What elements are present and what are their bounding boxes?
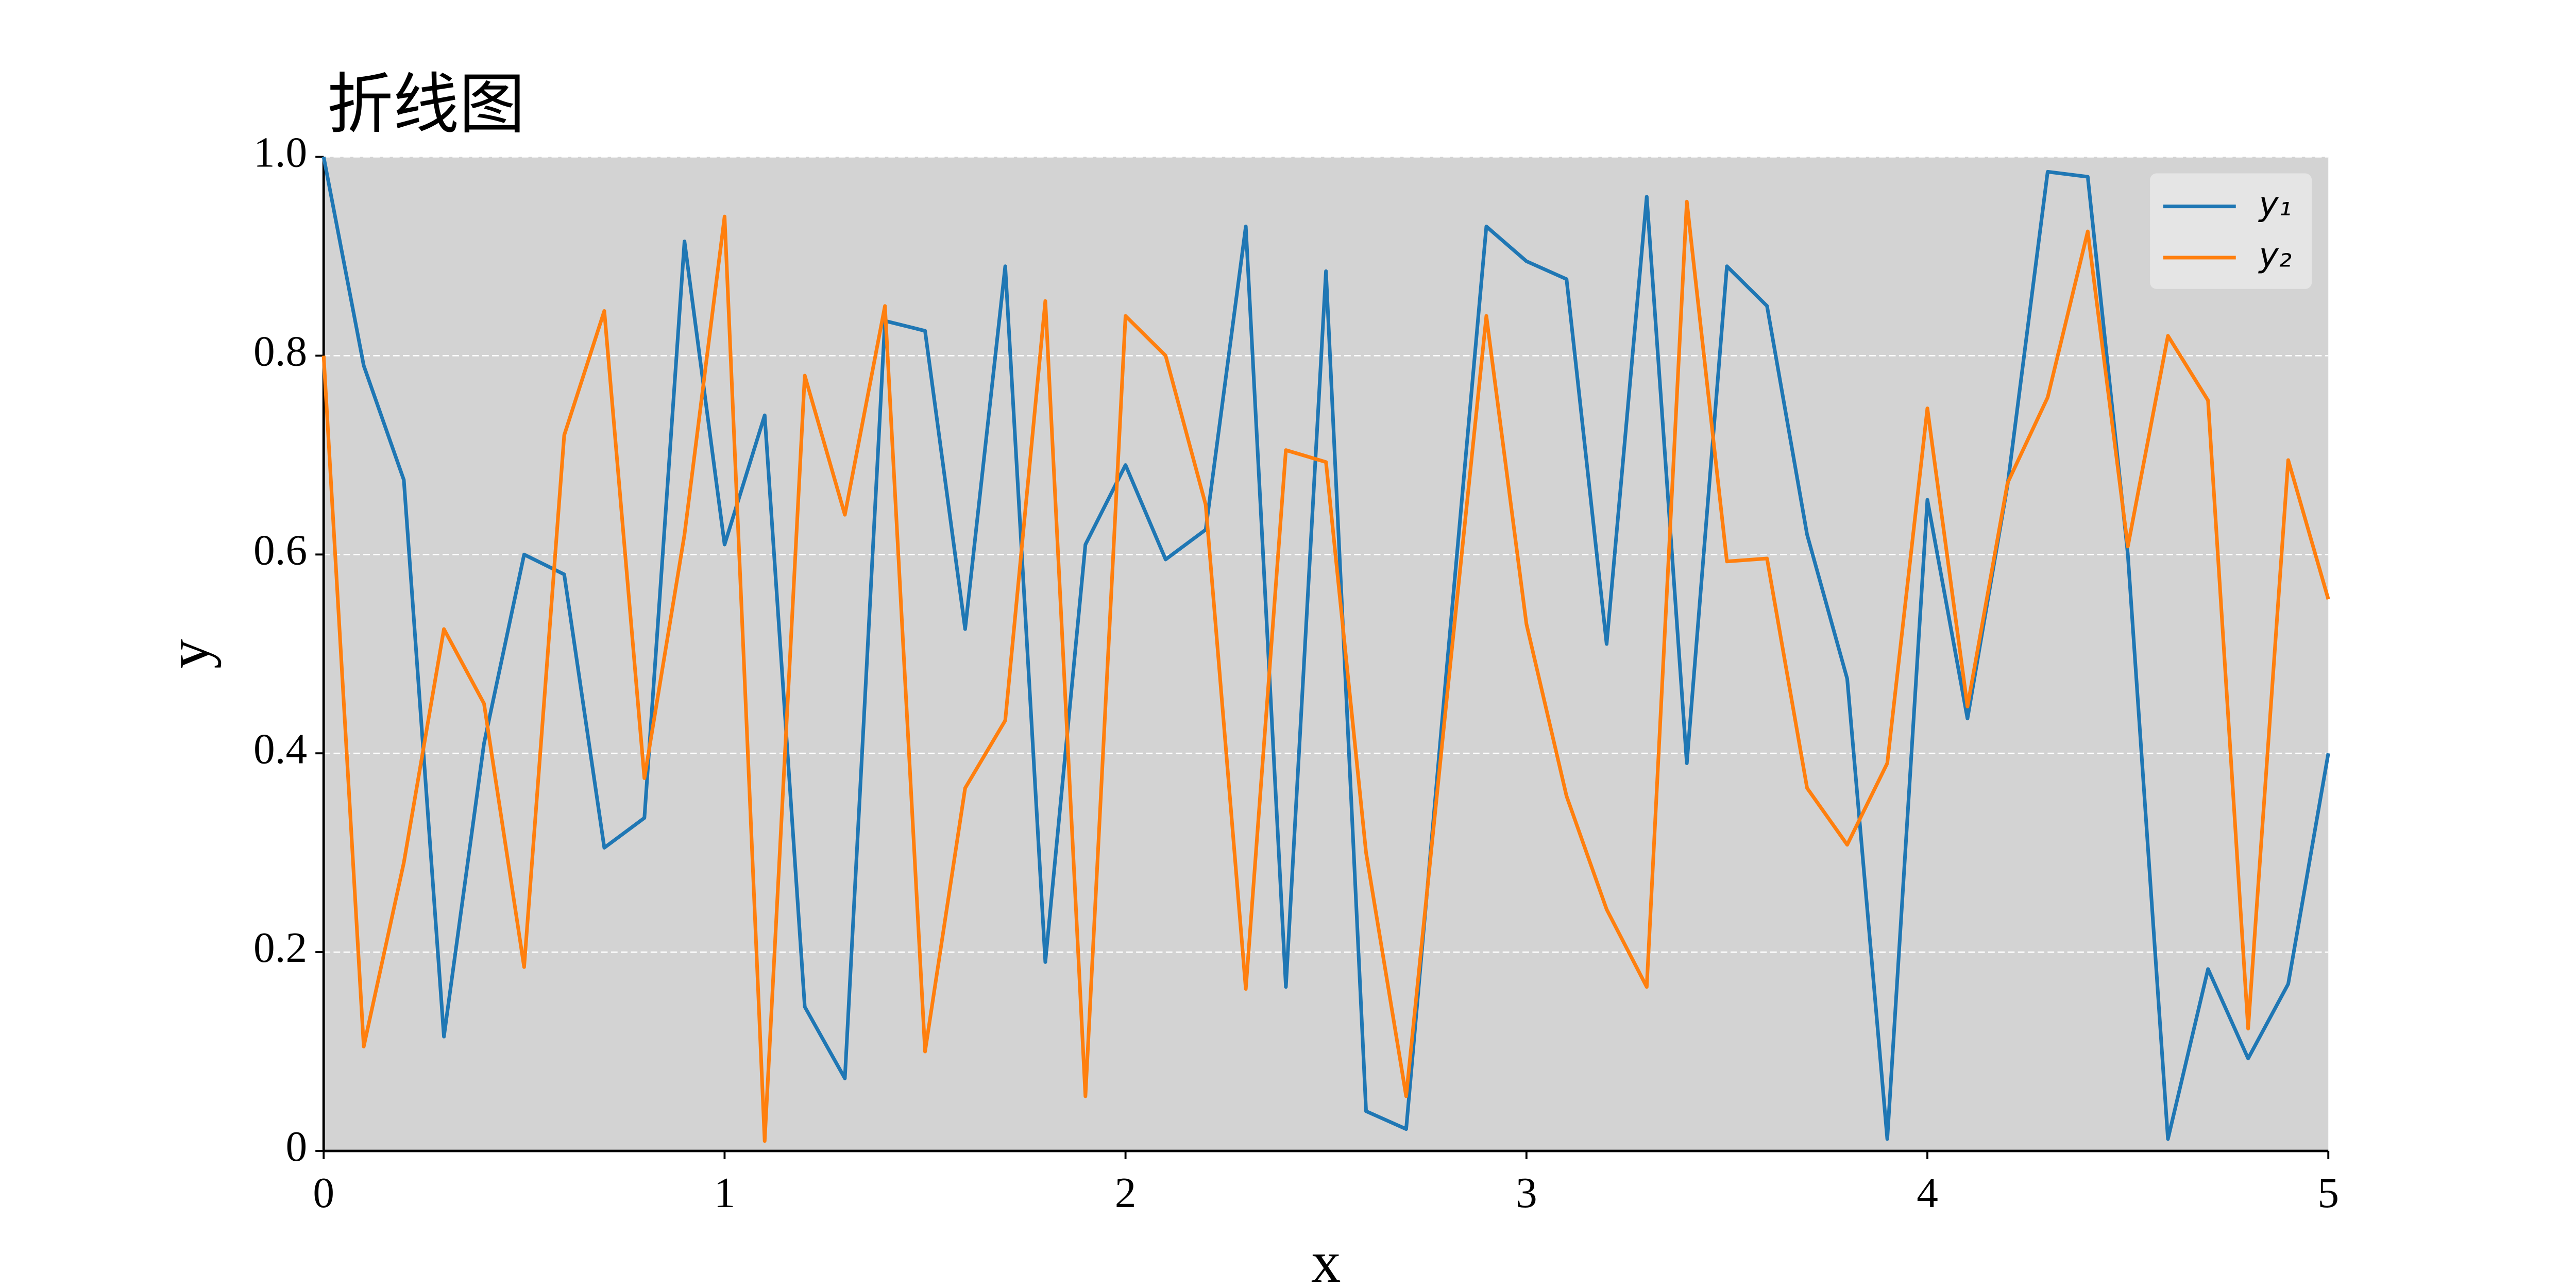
y-axis-label: y [156,639,222,669]
chart-title: 折线图 [327,66,526,143]
y-tick-label: 0.2 [253,924,307,972]
y-tick-label: 1.0 [253,129,307,177]
legend-label: y₂ [2258,237,2292,275]
x-tick-label: 0 [313,1170,334,1217]
y-tick-label: 0.8 [253,328,307,376]
x-tick-label: 3 [1516,1170,1537,1217]
x-tick-label: 4 [1917,1170,1938,1217]
y-tick-label: 0.4 [253,725,307,773]
x-tick-label: 2 [1115,1170,1137,1217]
legend-box [2150,173,2312,289]
plot-area [324,157,2329,1151]
x-tick-label: 1 [714,1170,736,1217]
x-axis-label: x [1311,1229,1341,1288]
x-tick-label: 5 [2317,1170,2339,1217]
legend-label: y₁ [2258,185,2292,224]
data-line [321,199,2330,1143]
y-tick-label: 0 [285,1123,307,1171]
y-tick-label: 0.6 [253,527,307,574]
